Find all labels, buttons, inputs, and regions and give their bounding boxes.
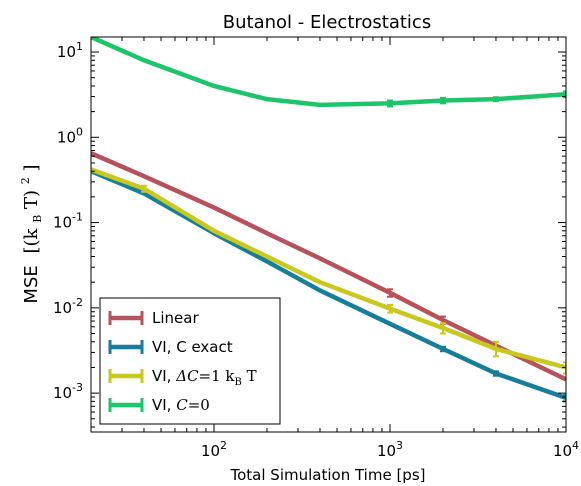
y-axis-label-unit-sup: 2 [19, 177, 32, 184]
x-tick-labels: 102 103 104 [201, 439, 579, 460]
y-axis-label-unit: [(k [21, 227, 42, 253]
x-tick-label: 103 [377, 439, 403, 460]
y-tick-label: 10-2 [53, 296, 83, 317]
x-tick-label: 104 [553, 439, 579, 460]
y-axis-label-unit-close: ] [21, 164, 42, 171]
y-axis-label: MSE [(k B T) 2 ] [13, 164, 46, 303]
legend-label: VI, ΔC=1 kB T [152, 367, 257, 388]
series-line-1 [91, 151, 566, 382]
y-tick-label: 100 [57, 125, 83, 146]
x-axis-label: Total Simulation Time [ps] [230, 466, 426, 484]
y-axis-label-group: MSE [(k B T) 2 ] [13, 164, 46, 303]
legend-label: VI, C exact [152, 338, 233, 356]
y-axis-label-main: MSE [21, 265, 42, 303]
y-axis-label-unit-sub: B [31, 215, 44, 223]
legend-label: Linear [152, 309, 199, 327]
series-line-2 [91, 169, 566, 400]
y-axis-label-unit-tail: T) [21, 190, 42, 209]
y-tick-label: 101 [57, 40, 83, 61]
plot-frame [90, 36, 567, 433]
legend-label: VI, C=0 [152, 396, 210, 414]
legend: Linear VI, C exact VI, ΔC=1 kB T VI, C=0 [99, 297, 281, 425]
x-tick-label: 102 [201, 439, 227, 460]
y-tick-label: 10-3 [53, 381, 83, 402]
series-line-4 [91, 37, 566, 108]
y-tick-label: 10-1 [53, 211, 83, 232]
series-clip-group [91, 37, 566, 403]
chart-title: Butanol - Electrostatics [223, 12, 431, 33]
y-tick-labels: 10-3 10-2 10-1 100 101 [53, 40, 83, 402]
series-layer [91, 37, 566, 403]
series-line-3 [91, 167, 566, 370]
